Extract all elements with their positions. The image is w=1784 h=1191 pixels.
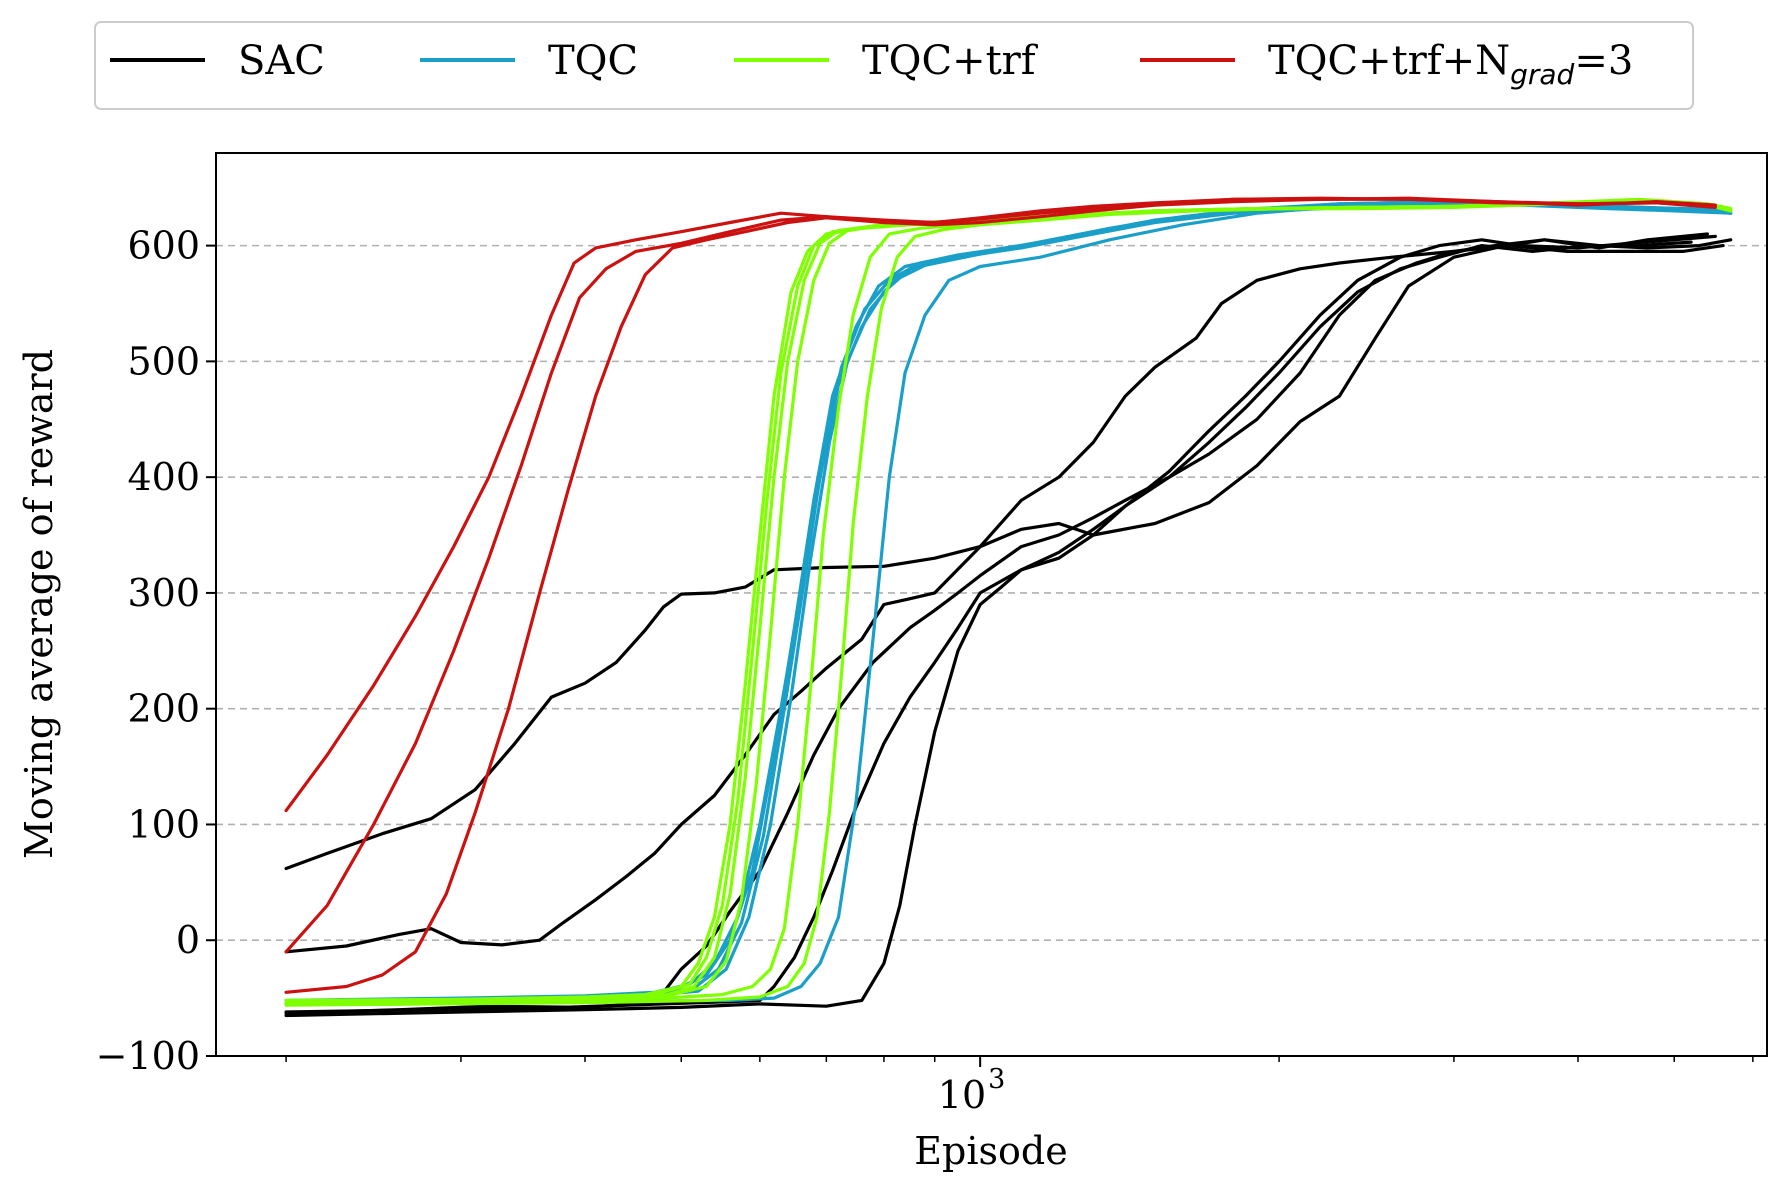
y-tick-label: −100	[96, 1034, 200, 1078]
series-line-tqc-trf-11	[284, 198, 1733, 1004]
legend-label-base: TQC+trf+N	[1268, 38, 1510, 84]
y-tick-label: 100	[127, 802, 200, 846]
series-line-tqc-trf-n-grad-3-17	[284, 196, 1717, 954]
y-tick-label: 0	[176, 918, 200, 962]
y-tick-label: 400	[127, 455, 200, 499]
x-axis-label: Episode	[914, 1129, 1067, 1173]
series-line-sac-1	[284, 244, 1725, 954]
series-line-tqc-5	[284, 203, 1733, 1002]
legend: SAC TQC TQC+trf TQC+trf+Ngrad=3	[94, 21, 1694, 110]
legend-label: TQC+trf	[862, 38, 1039, 84]
series-line-tqc-7	[284, 200, 1733, 1004]
series-line-sac-2	[284, 232, 1709, 1015]
legend-label: TQC	[548, 38, 638, 84]
grid-lines	[216, 244, 1767, 1057]
legend-label-suffix: =3	[1574, 38, 1633, 84]
y-tick-label: 500	[127, 339, 200, 383]
series-line-tqc-trf-15	[284, 198, 1733, 1007]
series-line-tqc-6	[284, 200, 1733, 1004]
y-tick-label: 600	[127, 224, 200, 268]
series-line-sac-0	[284, 238, 1733, 871]
legend-label-subscript: grad	[1510, 58, 1574, 91]
series-line-tqc-trf-13	[284, 198, 1733, 1004]
y-axis-label: Moving average of reward	[17, 349, 61, 859]
series-line-sac-3	[284, 240, 1693, 1014]
x-tick-label-base: 10	[938, 1073, 986, 1117]
y-tick-label: 300	[127, 571, 200, 615]
series-layer	[284, 196, 1733, 1018]
y-tick-label: 200	[127, 687, 200, 731]
x-tick-label-exponent: 3	[988, 1064, 1005, 1095]
legend-label: TQC+trf+Ngrad=3	[1268, 38, 1633, 91]
legend-frame	[94, 21, 1694, 110]
series-line-tqc-trf-n-grad-3-18	[284, 196, 1717, 994]
x-axis: 10 3	[285, 1056, 1754, 1117]
series-line-tqc-trf-12	[284, 197, 1733, 1005]
series-line-tqc-trf-14	[284, 198, 1733, 1006]
series-line-tqc-trf-n-grad-3-16	[284, 197, 1717, 813]
y-axis: −100 0 100 200 300 400 500 600	[96, 224, 216, 1078]
series-line-sac-4	[284, 234, 1717, 1018]
legend-label: SAC	[238, 38, 325, 84]
series-line-tqc-8	[284, 200, 1733, 1004]
series-line-tqc-9	[284, 201, 1733, 1006]
series-line-tqc-trf-10	[284, 200, 1733, 1002]
plot-frame	[215, 152, 1768, 1057]
